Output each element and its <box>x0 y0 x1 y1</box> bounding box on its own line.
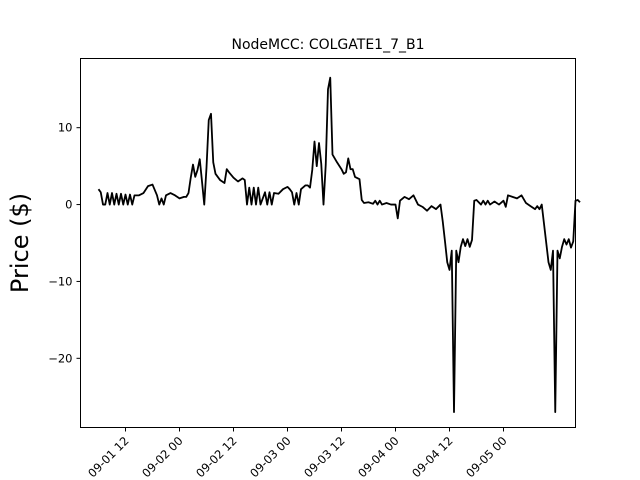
plot-frame <box>80 58 576 428</box>
price-series-line-0 <box>97 76 581 414</box>
y-tick-label: 10 <box>58 121 73 135</box>
y-axis-label: Price ($) <box>6 193 34 293</box>
y-tick-label: −10 <box>48 274 72 288</box>
y-tick-label: 0 <box>65 198 72 212</box>
y-tick-label: −20 <box>48 351 72 365</box>
chart-title: NodeMCC: COLGATE1_7_B1 <box>232 37 425 53</box>
plot-area <box>97 76 581 414</box>
y-axis-ticks: 10 0 −10 −20 <box>48 121 81 365</box>
